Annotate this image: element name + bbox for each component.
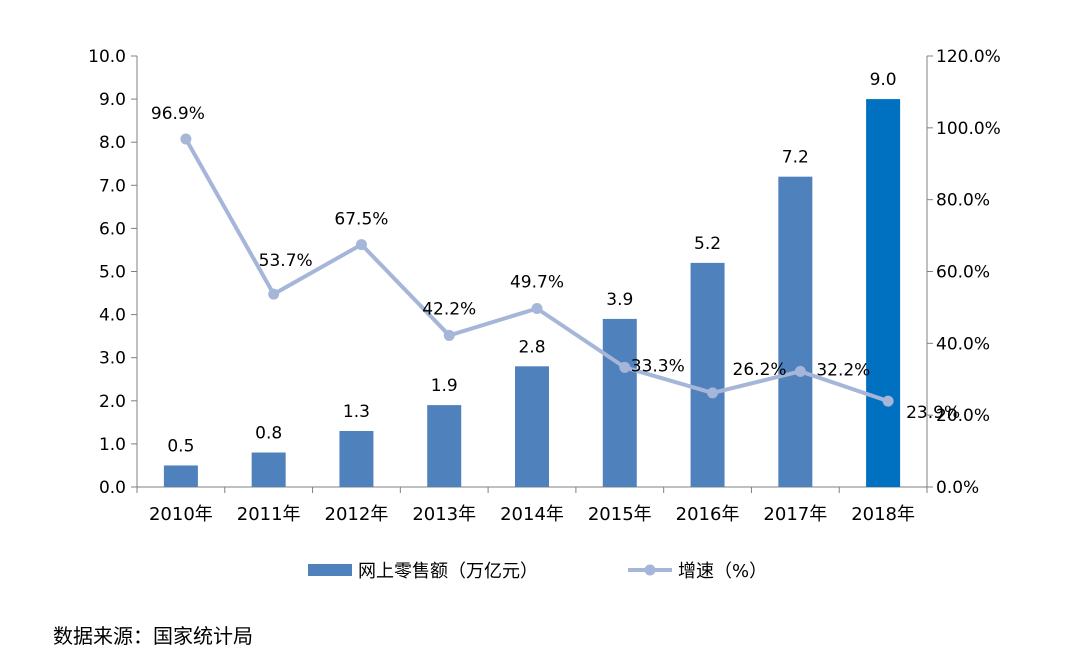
growth-value-label: 42.2%	[422, 299, 476, 319]
left-axis-tick-label: 2.0	[99, 392, 126, 412]
left-axis-tick-label: 3.0	[99, 349, 126, 369]
left-axis-tick-label: 10.0	[88, 47, 126, 67]
growth-point	[707, 387, 719, 399]
left-axis-tick-label: 9.0	[99, 90, 126, 110]
bar-2013年	[427, 405, 462, 487]
bar-value-label: 1.3	[343, 402, 370, 422]
growth-point	[794, 365, 806, 377]
x-axis-tick-label: 2012年	[325, 504, 389, 525]
right-axis-tick-label: 20.0%	[936, 406, 990, 426]
growth-point	[268, 288, 280, 300]
x-axis-tick-label: 2016年	[676, 504, 740, 525]
growth-point	[443, 329, 455, 341]
right-axis-tick-label: 120.0%	[936, 47, 1001, 67]
legend-line-label: 增速（%）	[678, 561, 767, 582]
growth-value-label: 26.2%	[733, 360, 787, 380]
growth-value-label: 32.2%	[816, 360, 870, 380]
growth-point	[882, 395, 894, 407]
legend-line-marker	[644, 564, 656, 576]
bar-value-label: 3.9	[606, 290, 633, 310]
x-axis-tick-label: 2017年	[763, 504, 827, 525]
bar-value-label: 7.2	[782, 148, 809, 168]
x-axis-tick-label: 2011年	[237, 504, 301, 525]
right-axis-tick-label: 80.0%	[936, 191, 990, 211]
bar-2014年	[515, 366, 549, 487]
bar-value-label: 0.5	[167, 436, 194, 456]
bar-2015年	[602, 318, 637, 487]
left-axis-tick-label: 5.0	[99, 263, 126, 283]
bar-2017年	[778, 176, 813, 487]
source-note: 数据来源：国家统计局	[53, 624, 253, 648]
bar-2012年	[339, 430, 374, 487]
bar-2016年	[690, 262, 725, 487]
left-axis-tick-label: 7.0	[99, 176, 126, 196]
x-axis-tick-label: 2018年	[851, 504, 915, 525]
x-axis-tick-label: 2010年	[149, 504, 213, 525]
right-axis-tick-label: 40.0%	[936, 334, 990, 354]
growth-value-label: 67.5%	[334, 210, 388, 230]
growth-value-label: 49.7%	[510, 272, 564, 292]
growth-point	[180, 133, 192, 145]
right-axis-tick-label: 0.0%	[936, 478, 979, 498]
bar-value-label: 1.9	[431, 376, 458, 396]
growth-value-label: 33.3%	[631, 356, 685, 376]
growth-point	[355, 239, 367, 251]
bar-2011年	[251, 452, 286, 487]
bar-value-label: 9.0	[870, 70, 897, 90]
x-axis-tick-label: 2013年	[412, 504, 476, 525]
bar-value-label: 5.2	[694, 234, 721, 254]
bar-value-label: 2.8	[518, 337, 545, 357]
legend-bar-swatch	[308, 564, 352, 576]
legend-bar-label: 网上零售额（万亿元）	[358, 561, 538, 582]
left-axis-tick-label: 1.0	[99, 435, 126, 455]
left-axis-tick-label: 0.0	[99, 478, 126, 498]
left-axis-tick-label: 4.0	[99, 306, 126, 326]
left-axis-tick-label: 8.0	[99, 133, 126, 153]
x-axis-tick-label: 2015年	[588, 504, 652, 525]
bar-2010年	[163, 465, 198, 487]
right-axis-tick-label: 60.0%	[936, 263, 990, 283]
x-axis-tick-label: 2014年	[500, 504, 564, 525]
growth-point	[531, 302, 543, 314]
growth-value-label: 53.7%	[259, 251, 313, 271]
bar-value-label: 0.8	[255, 424, 282, 444]
bar-2018年	[866, 99, 901, 487]
growth-value-label: 23.9%	[906, 403, 960, 423]
growth-point	[619, 361, 631, 373]
left-axis-tick-label: 6.0	[99, 219, 126, 239]
growth-value-label: 96.9%	[151, 104, 205, 124]
right-axis-tick-label: 100.0%	[936, 119, 1001, 139]
